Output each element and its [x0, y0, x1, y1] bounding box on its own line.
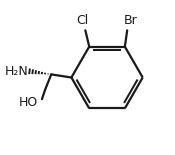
- Text: HO: HO: [19, 96, 38, 109]
- Text: Cl: Cl: [76, 14, 88, 27]
- Text: Br: Br: [123, 14, 137, 27]
- Text: H₂N: H₂N: [5, 65, 29, 78]
